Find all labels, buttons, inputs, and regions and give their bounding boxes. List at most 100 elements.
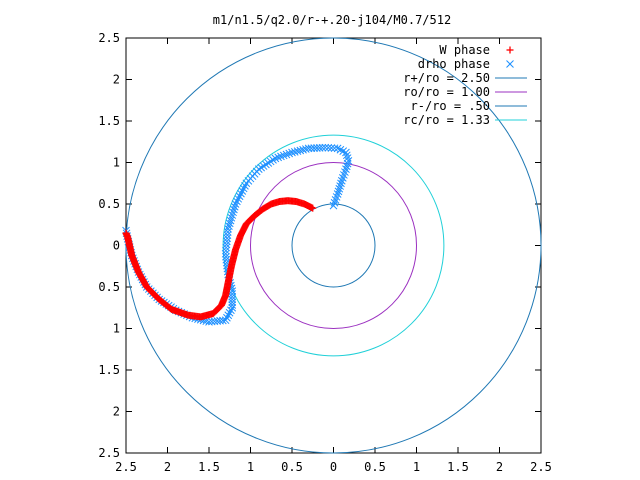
drho-phase-point (288, 148, 296, 157)
drho-phase-marker-b (327, 144, 336, 152)
drho-phase-point (282, 150, 291, 159)
drho-phase-point (223, 313, 231, 322)
drho-phase-marker-b (269, 156, 277, 164)
drho-phase-marker-b (324, 143, 333, 152)
drho-phase-point (338, 174, 347, 182)
chart-title: m1/n1.5/q2.0/r-+.20-j104/M0.7/512 (213, 13, 451, 27)
drho-phase-point (223, 228, 232, 236)
drho-phase-marker-b (301, 145, 310, 153)
drho-phase-marker-b (285, 149, 294, 158)
drho-phase-point (344, 156, 353, 165)
drho-phase-marker-b (225, 308, 234, 317)
drho-phase-marker-b (224, 225, 232, 233)
axis-ticks: 2.5 2 1.5 1 0.5 0 0.5 1 1.5 2 2.52.521.510.500.511… (98, 31, 552, 474)
drho-phase-point (334, 187, 343, 196)
drho-phase-marker-b (342, 165, 350, 173)
y-tick-label: 2 (113, 405, 120, 419)
drho-phase-marker-b (338, 174, 347, 182)
drho-phase-marker-b (331, 195, 340, 204)
drho-phase-point (277, 152, 285, 161)
drho-phase-point (230, 202, 239, 211)
drho-phase-point (327, 144, 336, 152)
drho-phase-point (262, 160, 270, 169)
drho-phase-marker-b (299, 145, 307, 154)
drho-phase-marker-b (318, 143, 327, 152)
drho-phase-marker-b (225, 222, 233, 230)
drho-phase-marker-b (228, 298, 237, 307)
drho-phase-point (279, 151, 288, 160)
drho-phase-point (228, 301, 237, 309)
drho-phase-marker-b (342, 151, 351, 160)
drho-phase-point (290, 147, 299, 156)
drho-phase-marker-b (279, 151, 288, 160)
drho-phase-marker-b (231, 200, 240, 208)
drho-phase-marker-b (235, 192, 244, 201)
drho-phase-marker-b (228, 301, 237, 309)
drho-phase-point (228, 303, 237, 312)
drho-phase-marker-b (332, 193, 341, 201)
drho-phase-point (225, 219, 234, 228)
drho-phase-marker-b (225, 219, 234, 228)
drho-phase-point (225, 308, 234, 317)
drho-phase-marker-b (239, 184, 248, 193)
drho-phase-marker-b (343, 154, 352, 162)
drho-phase-marker-b (296, 146, 305, 155)
y-tick-label: 0.5 (98, 197, 120, 211)
drho-phase-marker-b (506, 60, 514, 68)
drho-phase-point (336, 182, 344, 190)
drho-phase-marker-b (344, 156, 353, 165)
drho-phase-point (337, 179, 345, 188)
drho-phase-point (223, 234, 232, 243)
drho-phase-marker-b (223, 231, 232, 239)
drho-phase-point (227, 306, 235, 315)
drho-phase-marker-b (228, 287, 237, 296)
drho-phase-point (227, 213, 236, 222)
x-tick-label: 2 (496, 460, 503, 474)
drho-phase-point (330, 198, 339, 207)
drho-phase-marker-b (259, 162, 268, 170)
drho-phase-point (222, 240, 231, 249)
drho-phase-point (225, 222, 233, 230)
x-tick-label: 1.5 (198, 460, 220, 474)
drho-phase-marker-b (266, 157, 275, 166)
y-tick-label: 0 (113, 239, 120, 253)
drho-phase-point (264, 159, 273, 167)
drho-phase-marker-b (330, 198, 339, 207)
legend-label: r-/ro = .50 (411, 99, 490, 113)
drho-phase-marker-b (218, 316, 227, 325)
drho-phase-point (335, 184, 344, 193)
x-tick-label: 2 (164, 460, 171, 474)
drho-phase-point (229, 208, 237, 217)
drho-phase-marker-b (337, 176, 346, 185)
drho-phase-marker-b (333, 144, 342, 153)
y-tick-label: 1.5 (98, 114, 120, 128)
drho-phase-point (228, 290, 237, 298)
drho-phase-point (266, 157, 275, 166)
reference-circle (250, 162, 417, 329)
drho-phase-marker-b (336, 182, 344, 190)
drho-phase-point (228, 211, 237, 219)
drho-phase-point (343, 159, 352, 168)
drho-phase-marker-b (315, 143, 324, 152)
legend-label: r+/ro = 2.50 (403, 71, 490, 85)
y-tick-label: 2.5 (98, 31, 120, 45)
drho-phase-marker-b (228, 211, 237, 219)
y-tick-label: 1 (113, 156, 120, 170)
drho-phase-marker-b (310, 144, 318, 152)
drho-phase-marker-b (228, 295, 237, 304)
reference-circle (222, 134, 445, 357)
drho-phase-point (269, 156, 277, 164)
drho-phase-marker-b (233, 197, 241, 206)
drho-phase-marker-b (242, 179, 251, 188)
drho-phase-marker-b (282, 150, 291, 159)
y-tick-label: 2 (113, 73, 120, 87)
drho-phase-point (274, 153, 283, 162)
drho-phase-point (333, 190, 342, 198)
drho-phase-point (228, 295, 237, 304)
drho-phase-marker-b (271, 154, 280, 163)
drho-phase-marker-b (274, 153, 283, 162)
drho-phase-marker-b (330, 144, 339, 153)
drho-phase-point (226, 216, 235, 225)
drho-phase-point (285, 149, 294, 158)
drho-phase-point (234, 194, 243, 203)
